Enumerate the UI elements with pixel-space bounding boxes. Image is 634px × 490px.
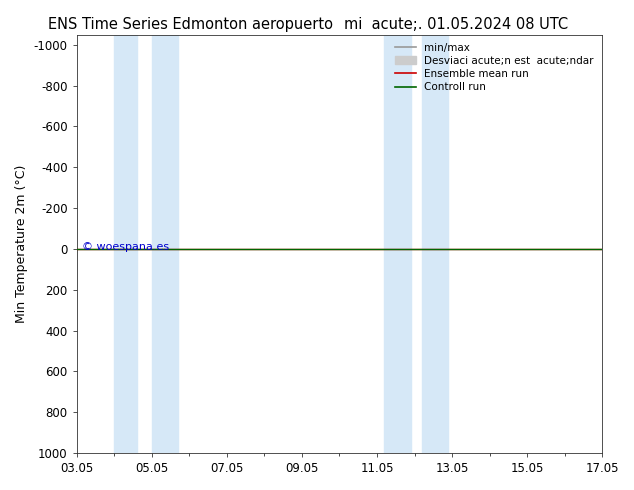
Y-axis label: Min Temperature 2m (°C): Min Temperature 2m (°C) (15, 165, 28, 323)
Text: ENS Time Series Edmonton aeropuerto: ENS Time Series Edmonton aeropuerto (48, 17, 333, 32)
Legend: min/max, Desviaci acute;n est  acute;ndar, Ensemble mean run, Controll run: min/max, Desviaci acute;n est acute;ndar… (392, 40, 597, 96)
Text: mi  acute;. 01.05.2024 08 UTC: mi acute;. 01.05.2024 08 UTC (344, 17, 569, 32)
Bar (152, 35, 178, 453)
Bar (114, 35, 137, 453)
Bar (384, 35, 411, 453)
Text: © woespana.es: © woespana.es (82, 242, 169, 252)
Bar (422, 35, 448, 453)
